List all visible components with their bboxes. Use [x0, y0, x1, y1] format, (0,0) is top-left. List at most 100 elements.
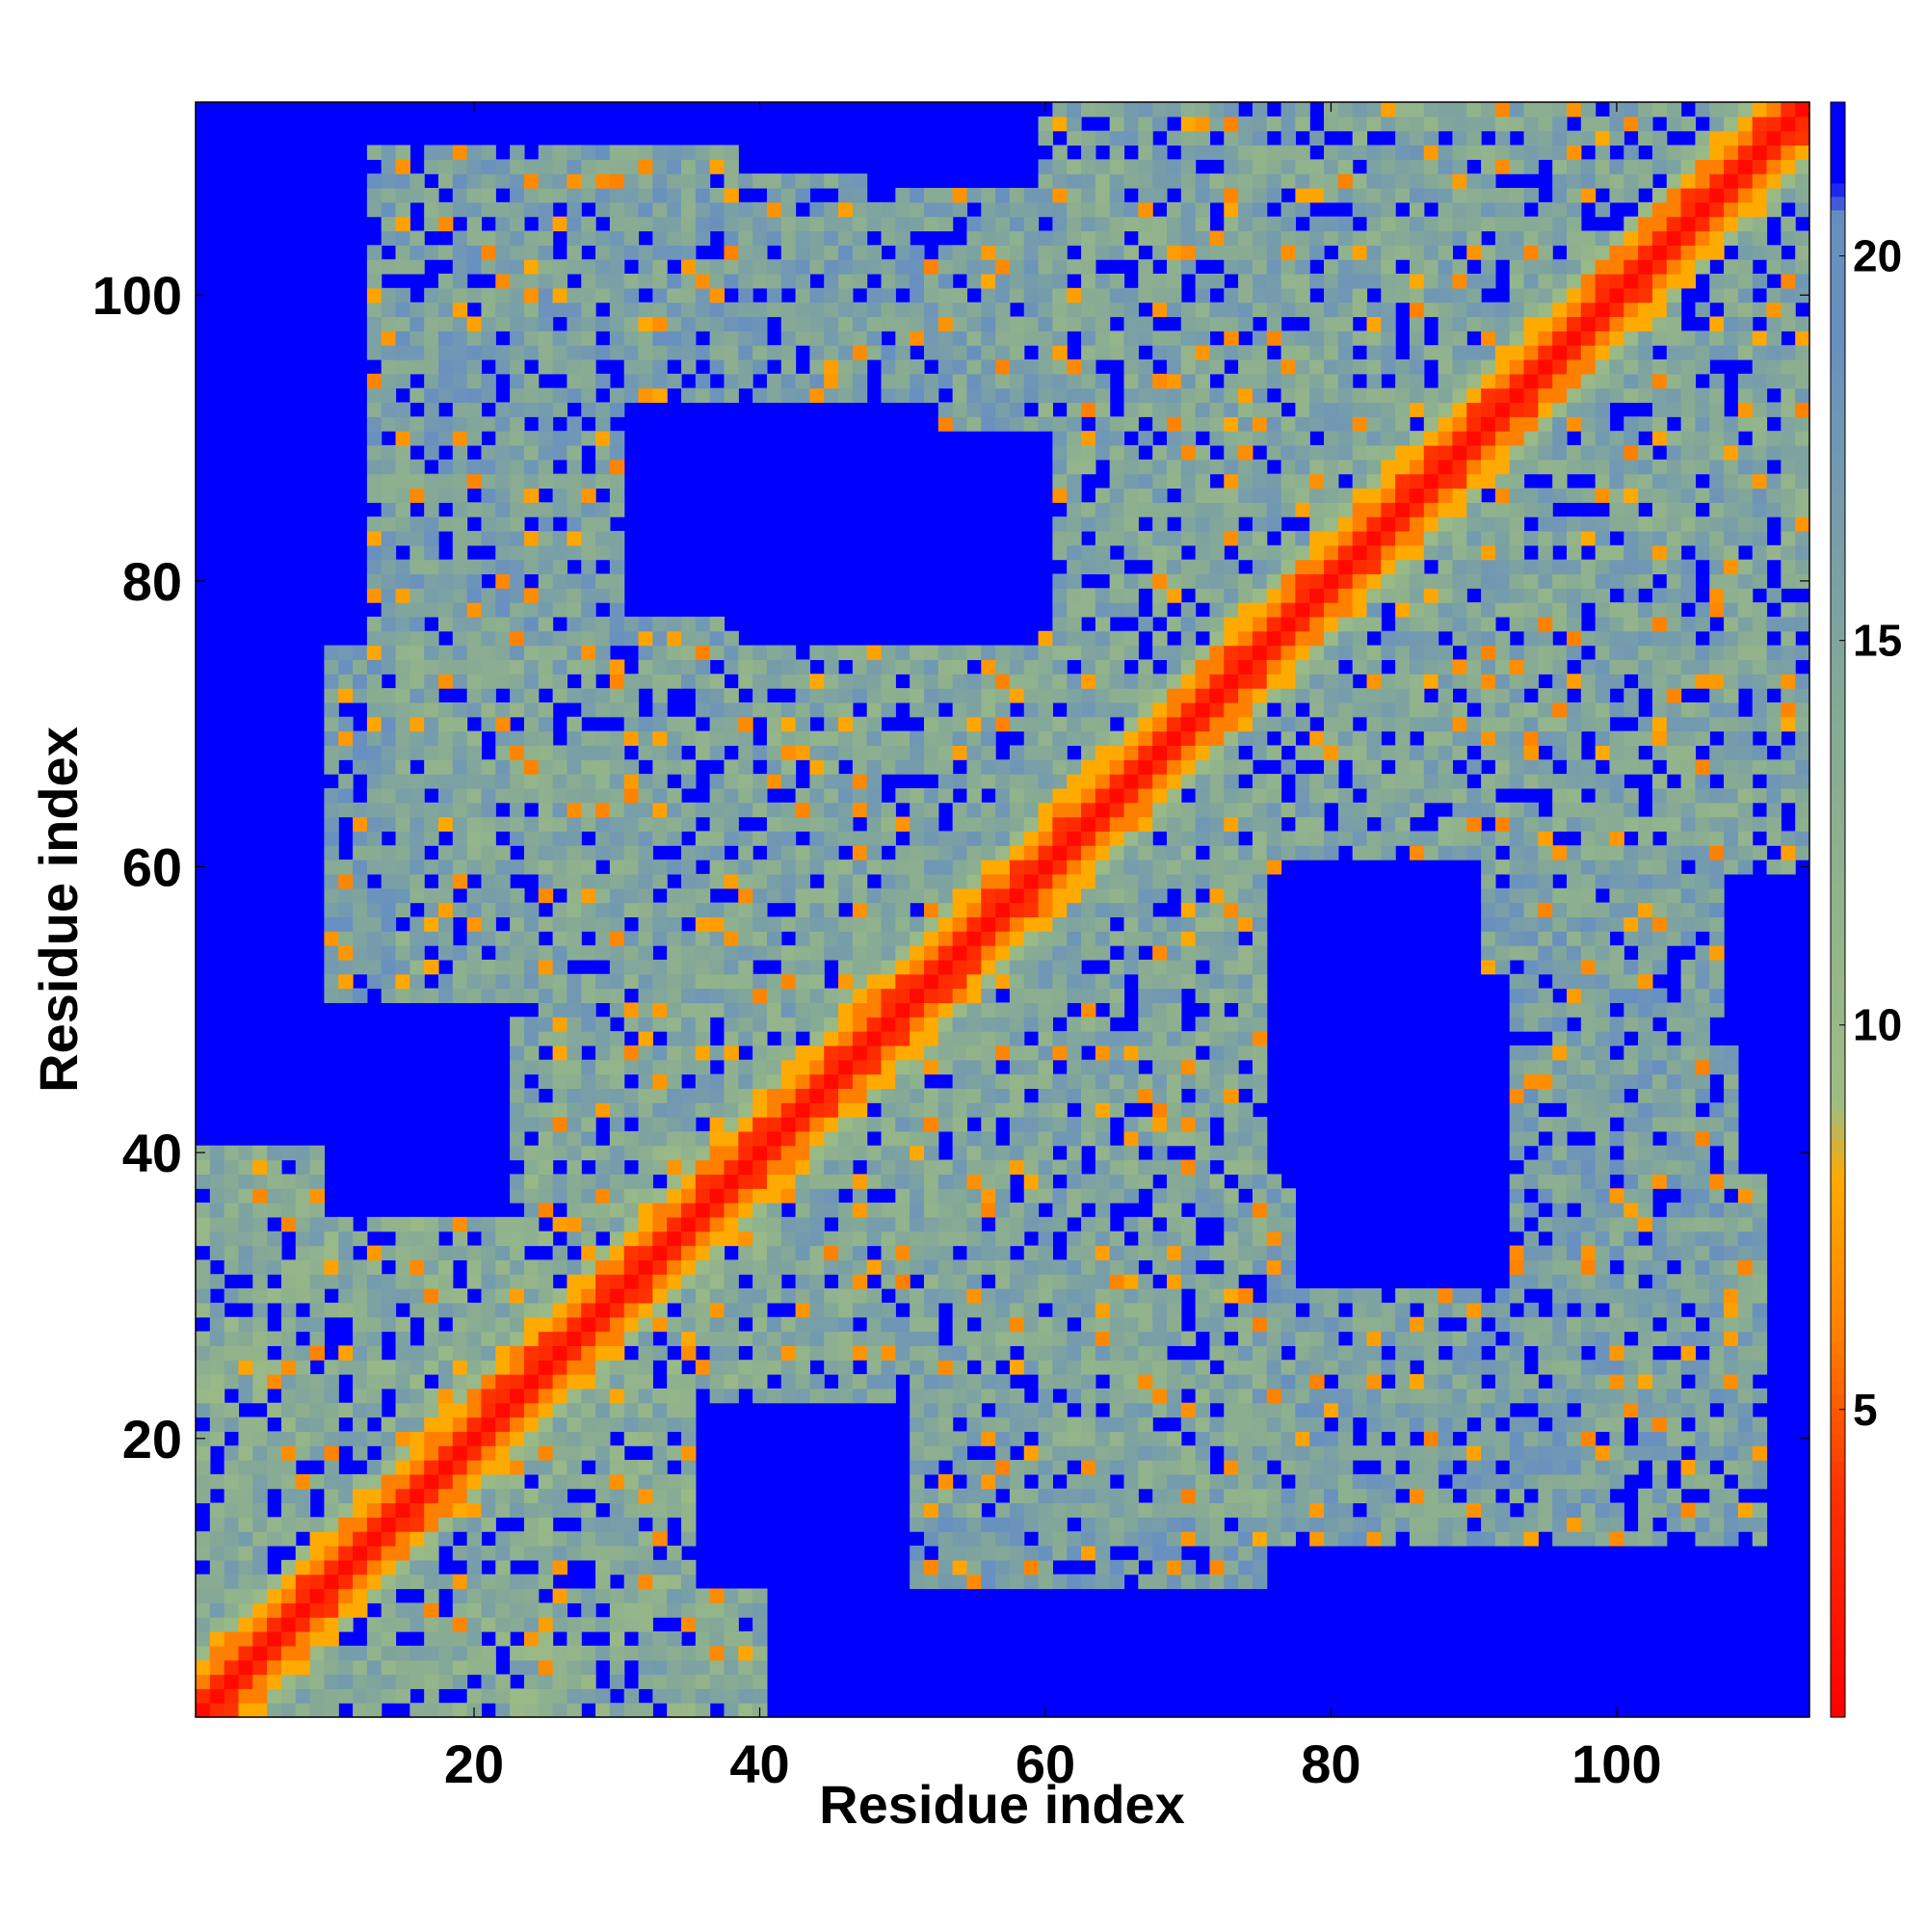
heatmap-cell [437, 1445, 454, 1461]
heatmap-cell [309, 1345, 325, 1361]
heatmap-cell [1095, 1073, 1111, 1089]
heatmap-cell [995, 1316, 1011, 1333]
heatmap-cell [1109, 659, 1125, 675]
heatmap-cell [1123, 1159, 1139, 1175]
heatmap-cell [623, 845, 640, 860]
heatmap-cell [280, 1659, 297, 1676]
heatmap-cell [881, 1231, 896, 1247]
heatmap-cell [667, 1203, 682, 1218]
heatmap-cell [437, 1473, 454, 1490]
heatmap-cell [1052, 1045, 1068, 1061]
heatmap-cell [1052, 1331, 1068, 1346]
heatmap-cell [424, 659, 439, 675]
heatmap-cell [623, 1259, 640, 1275]
heatmap-cell [295, 1546, 311, 1561]
heatmap-cell [481, 873, 496, 889]
heatmap-cell [695, 959, 711, 975]
heatmap-cell [581, 173, 596, 189]
heatmap-cell [538, 1316, 554, 1333]
heatmap-cell [652, 1388, 668, 1404]
heatmap-cell [595, 573, 611, 589]
heatmap-cell [523, 1531, 540, 1547]
heatmap-cell [324, 831, 339, 846]
heatmap-cell [995, 1416, 1011, 1432]
heatmap-cell [495, 1617, 511, 1632]
heatmap-cell [738, 973, 753, 990]
heatmap-cell [338, 645, 354, 661]
heatmap-cell [338, 1431, 354, 1446]
heatmap-cell [295, 1388, 311, 1404]
heatmap-cell [523, 1031, 540, 1046]
heatmap-cell [1038, 816, 1053, 833]
heatmap-cell [609, 544, 625, 561]
heatmap-cell [495, 701, 511, 718]
heatmap-cell [1081, 402, 1096, 417]
heatmap-cell [966, 988, 982, 1004]
heatmap-cell [866, 674, 883, 689]
heatmap-cell [466, 674, 483, 689]
heatmap-cell [567, 945, 582, 961]
heatmap-cell [910, 1502, 925, 1518]
heatmap-cell [1166, 373, 1182, 389]
heatmap-cell [1067, 1174, 1082, 1189]
heatmap-cell [538, 559, 554, 575]
heatmap-cell [1152, 774, 1168, 789]
heatmap-cell [1052, 216, 1068, 232]
heatmap-cell [981, 1473, 996, 1490]
heatmap-cell [567, 831, 582, 846]
heatmap-cell [667, 273, 682, 289]
heatmap-cell [510, 1130, 525, 1147]
heatmap-cell [381, 459, 397, 475]
heatmap-cell [338, 1659, 354, 1676]
heatmap-cell [609, 1674, 625, 1689]
heatmap-cell [923, 802, 939, 818]
heatmap-cell [952, 1159, 968, 1175]
heatmap-cell [638, 716, 653, 732]
heatmap-cell [1023, 316, 1040, 331]
heatmap-cell [1081, 759, 1096, 775]
heatmap-cell [1009, 902, 1025, 918]
heatmap-cell [667, 1288, 682, 1304]
heatmap-cell [395, 1388, 410, 1404]
heatmap-cell [752, 245, 768, 260]
heatmap-cell [966, 831, 982, 846]
heatmap-cell [667, 616, 682, 632]
heatmap-cell [366, 1703, 383, 1718]
heatmap-cell [238, 1445, 253, 1461]
heatmap-cell [1166, 259, 1182, 275]
heatmap-cell [724, 959, 739, 975]
heatmap-cell [1152, 1231, 1168, 1247]
heatmap-cell [1052, 1574, 1068, 1590]
heatmap-cell [1081, 559, 1096, 575]
heatmap-cell [437, 1659, 454, 1676]
heatmap-cell [667, 245, 682, 260]
heatmap-cell [609, 273, 625, 289]
heatmap-cell [381, 473, 397, 490]
heatmap-cell [495, 516, 511, 532]
heatmap-cell [995, 1331, 1011, 1346]
heatmap-cell [609, 745, 625, 760]
heatmap-cell [295, 1288, 311, 1304]
heatmap-cell [510, 1402, 525, 1418]
heatmap-cell [1152, 1073, 1168, 1089]
heatmap-cell [838, 674, 854, 689]
heatmap-cell [295, 1231, 311, 1247]
heatmap-cell [809, 774, 825, 789]
heatmap-cell [1152, 602, 1168, 618]
heatmap-cell [252, 1388, 268, 1404]
heatmap-cell [709, 358, 726, 375]
heatmap-cell [466, 1302, 483, 1318]
heatmap-cell [280, 1345, 297, 1361]
heatmap-cell [981, 402, 996, 417]
heatmap-cell [952, 988, 968, 1004]
heatmap-cell [966, 358, 982, 375]
heatmap-cell [995, 902, 1011, 918]
heatmap-cell [809, 316, 825, 331]
heatmap-cell [824, 1259, 839, 1275]
heatmap-cell [595, 973, 611, 990]
heatmap-cell [724, 659, 739, 675]
heatmap-cell [795, 873, 810, 889]
heatmap-cell [1166, 1274, 1182, 1289]
heatmap-cell [309, 1645, 325, 1661]
heatmap-cell [895, 1331, 911, 1346]
